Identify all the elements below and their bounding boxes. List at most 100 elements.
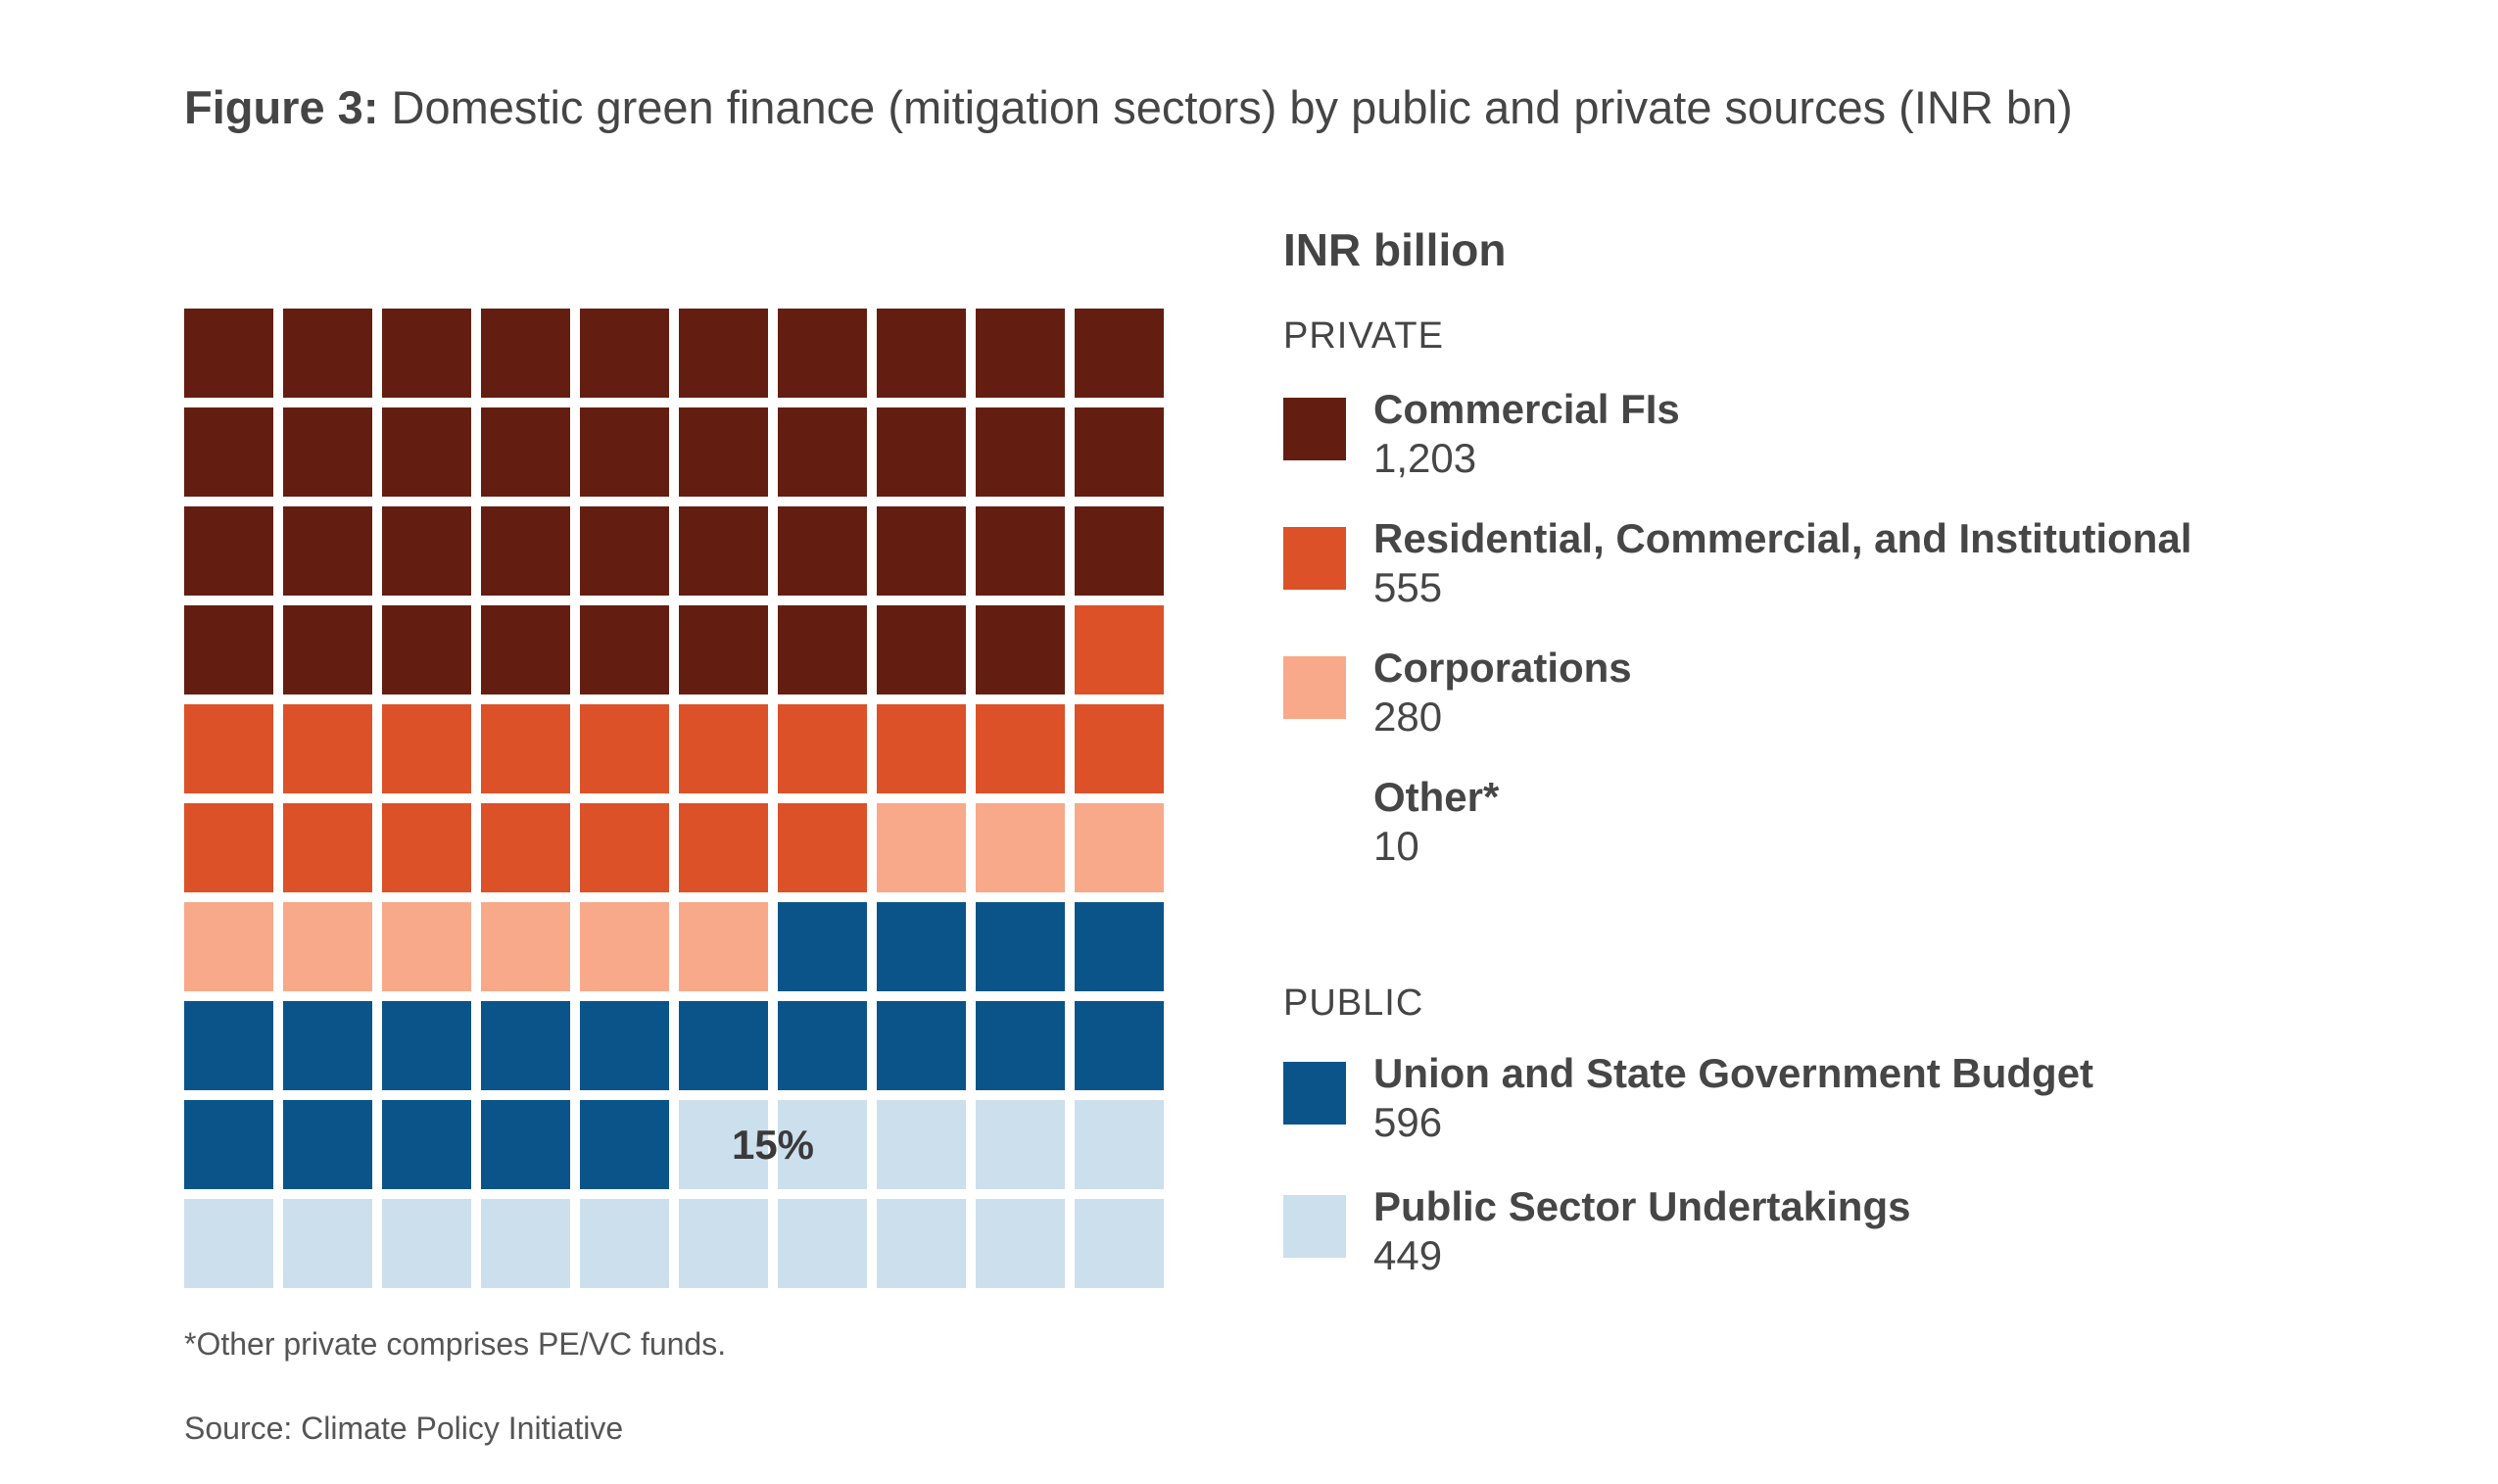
legend-item-name: Public Sector Undertakings — [1373, 1183, 1911, 1229]
waffle-cell-commercial-fis — [1075, 407, 1164, 497]
waffle-cell-commercial-fis — [679, 407, 768, 497]
waffle-cell-residential-commercial-and-institutional — [778, 803, 867, 892]
legend-swatch — [1283, 527, 1346, 590]
waffle-cell-commercial-fis — [283, 605, 372, 694]
waffle-cell-commercial-fis — [382, 605, 471, 694]
waffle-cell-residential-commercial-and-institutional — [481, 803, 570, 892]
legend-item-value: 596 — [1373, 1099, 1443, 1145]
waffle-cell-union-and-state-government-budget — [184, 1100, 273, 1189]
waffle-cell-corporations — [877, 803, 966, 892]
waffle-cell-commercial-fis — [778, 407, 867, 497]
waffle-cell-corporations — [580, 902, 669, 991]
waffle-cell-union-and-state-government-budget — [976, 1001, 1065, 1090]
waffle-cell-commercial-fis — [184, 506, 273, 596]
waffle-cell-commercial-fis — [679, 309, 768, 398]
waffle-cell-commercial-fis — [580, 407, 669, 497]
waffle-cell-commercial-fis — [877, 506, 966, 596]
legend-item-name: Corporations — [1373, 645, 1632, 691]
waffle-cell-union-and-state-government-budget — [580, 1100, 669, 1189]
figure-title: Figure 3: Domestic green finance (mitiga… — [184, 80, 2073, 134]
waffle-cell-corporations — [976, 803, 1065, 892]
waffle-cell-residential-commercial-and-institutional — [283, 803, 372, 892]
waffle-cell-commercial-fis — [976, 309, 1065, 398]
waffle-cell-commercial-fis — [382, 407, 471, 497]
waffle-cell-public-sector-undertakings — [778, 1100, 867, 1189]
waffle-cell-corporations — [283, 902, 372, 991]
waffle-cell-commercial-fis — [877, 605, 966, 694]
waffle-cell-union-and-state-government-budget — [679, 1001, 768, 1090]
waffle-cell-commercial-fis — [283, 407, 372, 497]
waffle-cell-residential-commercial-and-institutional — [283, 704, 372, 793]
waffle-cell-residential-commercial-and-institutional — [1075, 605, 1164, 694]
waffle-cell-union-and-state-government-budget — [283, 1100, 372, 1189]
waffle-cell-commercial-fis — [679, 605, 768, 694]
waffle-cell-residential-commercial-and-institutional — [382, 803, 471, 892]
footnote: *Other private comprises PE/VC funds. — [184, 1326, 727, 1362]
waffle-cell-residential-commercial-and-institutional — [184, 803, 273, 892]
waffle-annotation: 15% — [731, 1121, 815, 1168]
waffle-cell-union-and-state-government-budget — [481, 1100, 570, 1189]
waffle-cell-public-sector-undertakings — [778, 1199, 867, 1288]
waffle-cell-residential-commercial-and-institutional — [184, 704, 273, 793]
waffle-cell-public-sector-undertakings — [382, 1199, 471, 1288]
waffle-cell-residential-commercial-and-institutional — [976, 704, 1065, 793]
waffle-cell-union-and-state-government-budget — [184, 1001, 273, 1090]
waffle-cell-residential-commercial-and-institutional — [679, 704, 768, 793]
waffle-cell-union-and-state-government-budget — [778, 902, 867, 991]
legend-item-value: 555 — [1373, 564, 1443, 610]
source-note: Source: Climate Policy Initiative — [184, 1411, 624, 1446]
waffle-cell-commercial-fis — [679, 506, 768, 596]
waffle-cell-commercial-fis — [481, 506, 570, 596]
legend-group-private: PRIVATE — [1283, 315, 1444, 357]
legend-item-name: Union and State Government Budget — [1373, 1050, 2094, 1096]
waffle-cell-commercial-fis — [778, 506, 867, 596]
waffle-cell-corporations — [481, 902, 570, 991]
waffle-cell-union-and-state-government-budget — [877, 1001, 966, 1090]
legend-item-name: Other* — [1373, 774, 1500, 820]
waffle-cell-commercial-fis — [778, 605, 867, 694]
waffle-cell-union-and-state-government-budget — [976, 902, 1065, 991]
legend-swatch — [1283, 398, 1346, 460]
waffle-cell-corporations — [184, 902, 273, 991]
waffle-cell-union-and-state-government-budget — [1075, 902, 1164, 991]
waffle-cell-public-sector-undertakings — [679, 1100, 768, 1189]
waffle-cell-public-sector-undertakings — [481, 1199, 570, 1288]
waffle-cell-public-sector-undertakings — [1075, 1199, 1164, 1288]
waffle-cell-corporations — [1075, 803, 1164, 892]
waffle-cell-commercial-fis — [481, 309, 570, 398]
waffle-cell-commercial-fis — [877, 407, 966, 497]
waffle-cell-commercial-fis — [283, 309, 372, 398]
waffle-cell-public-sector-undertakings — [283, 1199, 372, 1288]
waffle-cell-public-sector-undertakings — [877, 1100, 966, 1189]
waffle-cell-public-sector-undertakings — [1075, 1100, 1164, 1189]
waffle-cell-public-sector-undertakings — [580, 1199, 669, 1288]
waffle-cell-residential-commercial-and-institutional — [778, 704, 867, 793]
waffle-cell-public-sector-undertakings — [184, 1199, 273, 1288]
legend-item-value: 10 — [1373, 823, 1419, 869]
waffle-cell-residential-commercial-and-institutional — [580, 704, 669, 793]
legend-item-value: 449 — [1373, 1232, 1443, 1278]
waffle-cell-union-and-state-government-budget — [877, 902, 966, 991]
waffle-cell-residential-commercial-and-institutional — [382, 704, 471, 793]
waffle-cell-residential-commercial-and-institutional — [877, 704, 966, 793]
waffle-cell-commercial-fis — [382, 309, 471, 398]
legend-swatch — [1283, 1062, 1346, 1125]
waffle-cell-union-and-state-government-budget — [382, 1100, 471, 1189]
waffle-cell-commercial-fis — [580, 506, 669, 596]
figure-title-text: Domestic green finance (mitigation secto… — [391, 81, 2073, 133]
legend-swatch — [1283, 1195, 1346, 1258]
waffle-cell-public-sector-undertakings — [877, 1199, 966, 1288]
waffle-cell-commercial-fis — [976, 407, 1065, 497]
waffle-cell-commercial-fis — [1075, 309, 1164, 398]
waffle-cell-commercial-fis — [1075, 506, 1164, 596]
waffle-cell-union-and-state-government-budget — [283, 1001, 372, 1090]
waffle-cell-public-sector-undertakings — [976, 1100, 1065, 1189]
waffle-cell-residential-commercial-and-institutional — [1075, 704, 1164, 793]
figure-label: Figure 3: — [184, 81, 379, 133]
legend-swatch — [1283, 786, 1346, 848]
waffle-cell-commercial-fis — [877, 309, 966, 398]
waffle-cell-union-and-state-government-budget — [778, 1001, 867, 1090]
waffle-cell-commercial-fis — [778, 309, 867, 398]
waffle-cell-union-and-state-government-budget — [580, 1001, 669, 1090]
waffle-cell-commercial-fis — [184, 605, 273, 694]
